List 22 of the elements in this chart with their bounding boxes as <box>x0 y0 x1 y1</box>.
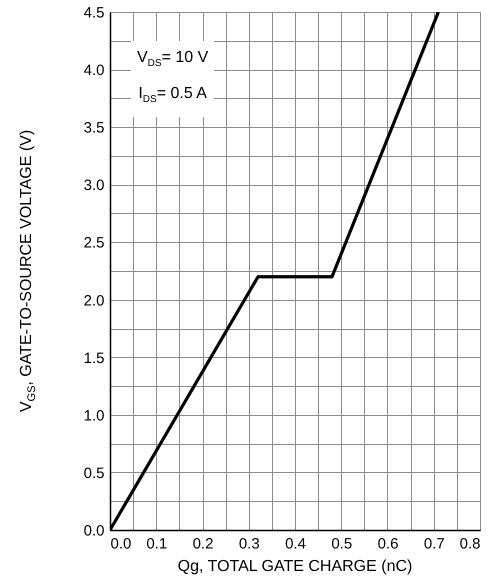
x-tick-label: 0.4 <box>285 536 306 552</box>
y-tick-label: 1.5 <box>84 350 104 367</box>
x-axis-title: Qg, TOTAL GATE CHARGE (nC) <box>176 558 414 576</box>
x-tick-label: 0.1 <box>146 536 168 552</box>
y-tick-label: 2.0 <box>84 292 104 310</box>
x-tick-label: 0.3 <box>238 536 260 552</box>
annotation: V$_{DS}$= 10 V <box>137 48 208 72</box>
x-tick-label: 0.6 <box>378 536 398 552</box>
y-tick-label: 4.0 <box>84 62 104 80</box>
annotation: I$_{DS}$= 0.5 A <box>137 84 208 108</box>
x-tick-label: 0.5 <box>331 536 352 552</box>
x-tick-label: 0.8 <box>460 536 480 552</box>
y-tick-label: 3.5 <box>84 120 104 137</box>
y-tick-label: 0.5 <box>84 464 104 482</box>
x-tick-label: 0.0 <box>110 536 132 552</box>
y-tick-label: 0.0 <box>84 522 104 540</box>
x-tick-label: 0.7 <box>424 536 445 552</box>
y-tick-label: 1.0 <box>84 407 104 424</box>
x-tick-label: 0.2 <box>192 536 214 552</box>
y-tick-label: 2.5 <box>84 234 104 252</box>
y-tick-label: 3.0 <box>84 177 104 194</box>
y-tick-label: 4.5 <box>84 4 104 22</box>
